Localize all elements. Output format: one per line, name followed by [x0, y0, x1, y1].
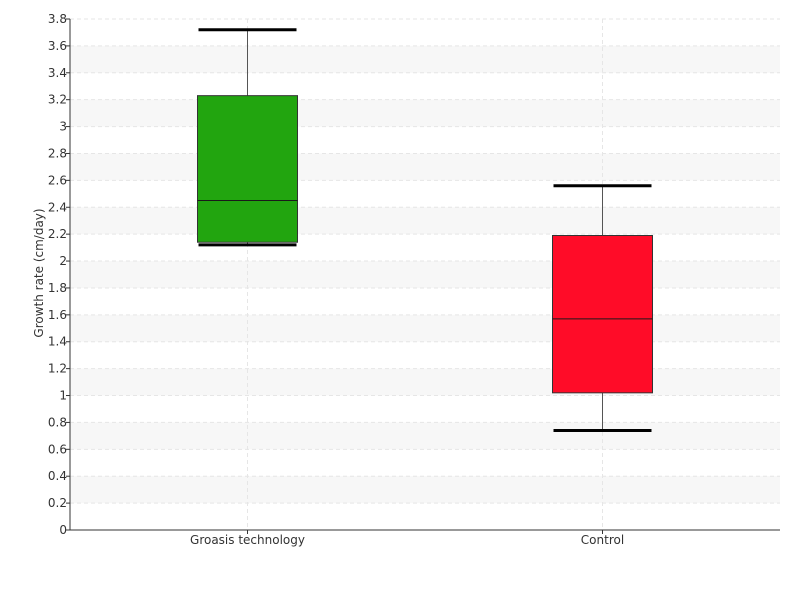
- y-tick-label: 3.2: [48, 93, 67, 107]
- background-band: [70, 207, 780, 235]
- y-tick-label: 2.2: [48, 227, 67, 241]
- y-tick-label: 1.8: [48, 281, 67, 295]
- y-tick-label: 3.4: [48, 66, 67, 80]
- y-tick-label: 0.4: [48, 469, 67, 483]
- y-tick-label: 1: [59, 389, 67, 403]
- y-tick-label: 1.6: [48, 308, 67, 322]
- background-band: [70, 153, 780, 181]
- background-band: [70, 99, 780, 127]
- background-band: [70, 45, 780, 73]
- y-tick-label: 2.8: [48, 146, 67, 160]
- background-band: [70, 368, 780, 396]
- y-tick-label: 2: [59, 254, 67, 268]
- y-tick-label: 3.6: [48, 39, 67, 53]
- grid-lines: [70, 18, 780, 530]
- box-groasis-technology: [197, 28, 298, 247]
- background-bands: [70, 45, 780, 504]
- y-tick-label: 0.6: [48, 442, 67, 456]
- y-tick-label: 3: [59, 120, 67, 134]
- background-band: [70, 476, 780, 504]
- y-tick-label: 2.4: [48, 200, 67, 214]
- y-tick-label: 3.8: [48, 12, 67, 26]
- x-tick-label: Groasis technology: [190, 533, 305, 547]
- box-control: [552, 184, 653, 432]
- y-axis-title: Growth rate (cm/day): [32, 208, 46, 337]
- background-band: [70, 422, 780, 450]
- boxes: [197, 28, 653, 432]
- y-tick-label: 0: [59, 523, 67, 537]
- y-tick-label: 0.2: [48, 496, 67, 510]
- y-tick-label: 2.6: [48, 173, 67, 187]
- x-axis-ticks: Groasis technology Control: [190, 530, 624, 547]
- interquartile-box: [197, 95, 298, 243]
- axes: [69, 19, 780, 531]
- background-band: [70, 314, 780, 342]
- interquartile-box: [552, 235, 653, 394]
- y-axis-ticks: 0 0.2 0.4 0.6 0.8 1 1.2 1.4 1.6 1.8 2 2.2 2.4 2.6 2.8 3…: [48, 12, 70, 537]
- y-tick-label: 1.2: [48, 362, 67, 376]
- x-tick-label: Control: [581, 533, 624, 547]
- background-band: [70, 261, 780, 288]
- y-tick-label: 1.4: [48, 335, 67, 349]
- y-tick-label: 0.8: [48, 415, 67, 429]
